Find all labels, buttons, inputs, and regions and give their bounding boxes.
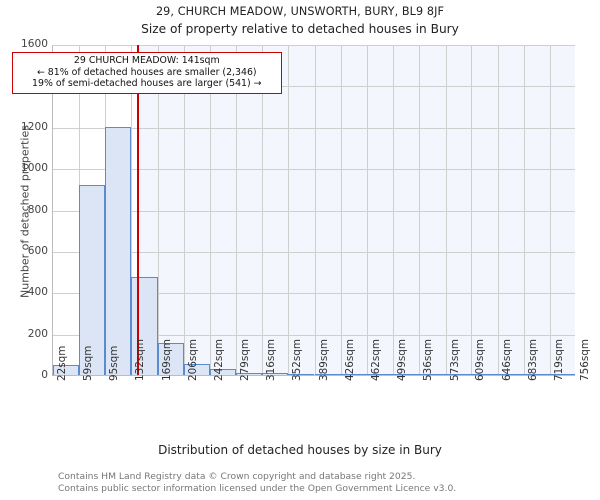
footer-line-1: Contains HM Land Registry data © Crown c…	[58, 471, 416, 482]
gridline-x-389	[314, 45, 316, 375]
y-tick-label-600: 600	[27, 244, 48, 257]
bar-132-169sqm	[131, 276, 158, 375]
gridline-x-462	[366, 45, 368, 375]
bar-169-206sqm	[157, 342, 185, 375]
x-tick-label-609: 609sqm	[474, 339, 487, 381]
x-tick-label-536: 536sqm	[422, 339, 435, 381]
bar-646-683sqm	[497, 373, 524, 375]
x-tick-label-756: 756sqm	[579, 339, 591, 381]
annotation-box: 29 CHURCH MEADOW: 141sqm ← 81% of detach…	[11, 52, 282, 94]
annotation-line-2: ← 81% of detached houses are smaller (2,…	[36, 66, 257, 78]
bar-499-536sqm	[392, 373, 420, 375]
footer-line-2: Contains public sector information licen…	[58, 482, 457, 494]
bar-95-132sqm	[105, 126, 132, 375]
gridline-x-316	[262, 45, 264, 375]
y-tick-label-200: 200	[27, 327, 48, 340]
x-tick-label-573: 573sqm	[448, 339, 461, 381]
y-axis-label: Number of detached properties	[18, 125, 32, 298]
gridline-x-206	[184, 45, 186, 375]
x-tick-label-169: 169sqm	[160, 339, 173, 381]
annotation-line-1: 29 CHURCH MEADOW: 141sqm	[73, 55, 220, 66]
x-tick-label-462: 462sqm	[369, 339, 382, 381]
bar-206-242sqm	[184, 363, 210, 375]
y-tick-label-1000: 1000	[21, 162, 48, 175]
footer-attribution: Contains HM Land Registry data © Crown c…	[58, 471, 456, 494]
bar-536-573sqm	[419, 373, 446, 375]
y-tick-label-1200: 1200	[21, 120, 48, 133]
x-tick-label-683: 683sqm	[526, 339, 539, 381]
plot-area	[52, 45, 575, 376]
bar-59-95sqm	[79, 184, 105, 375]
gridline-x-609	[471, 45, 473, 375]
bar-683-719sqm	[523, 373, 550, 375]
gridline-y-400	[53, 293, 575, 295]
gridline-y-200	[53, 334, 575, 336]
bar-279-316sqm	[236, 372, 263, 375]
property-marker-line	[136, 45, 139, 375]
annotation-line-3: 19% of semi-detached houses are larger (…	[32, 78, 262, 89]
bar-242-279sqm	[209, 369, 237, 375]
gridline-x-573	[445, 45, 447, 375]
x-tick-label-719: 719sqm	[552, 339, 565, 381]
title-block: 29, CHURCH MEADOW, UNSWORTH, BURY, BL9 8…	[0, 4, 600, 38]
x-axis-label: Distribution of detached houses by size …	[158, 443, 442, 457]
x-tick-label-242: 242sqm	[212, 339, 225, 381]
gridline-y-1200	[53, 127, 575, 129]
bar-426-462sqm	[340, 373, 367, 375]
gridline-x-132	[131, 45, 133, 375]
y-tick-label-0: 0	[41, 369, 48, 381]
x-tick-label-646: 646sqm	[500, 339, 513, 381]
bar-389-426sqm	[314, 373, 341, 375]
x-tick-label-279: 279sqm	[239, 339, 252, 381]
gridline-y-1000	[53, 169, 575, 171]
bar-609-646sqm	[471, 373, 498, 375]
gridline-x-279	[236, 45, 238, 375]
gridline-y-800	[53, 210, 575, 212]
gridline-x-499	[392, 45, 394, 375]
gridline-y-1400	[53, 86, 575, 88]
bar-573-609sqm	[445, 373, 472, 375]
gridline-x-169	[157, 45, 159, 375]
gridline-x-426	[340, 45, 342, 375]
gridline-x-352	[288, 45, 290, 375]
x-tick-label-316: 316sqm	[265, 339, 278, 381]
y-tick-label-400: 400	[27, 286, 48, 299]
x-tick-label-132: 132sqm	[134, 339, 147, 381]
bar-352-389sqm	[288, 373, 315, 375]
bar-316-352sqm	[262, 373, 289, 375]
bar-719-756sqm	[549, 373, 575, 375]
x-tick-label-426: 426sqm	[343, 339, 356, 381]
gridline-x-536	[419, 45, 421, 375]
gridline-x-683	[523, 45, 525, 375]
gridline-x-719	[549, 45, 551, 375]
y-tick-label-1600: 1600	[21, 38, 48, 50]
bar-22-59sqm	[53, 364, 80, 375]
x-tick-label-206: 206sqm	[187, 339, 200, 381]
x-tick-label-352: 352sqm	[291, 339, 304, 381]
bar-462-499sqm	[366, 373, 393, 375]
x-tick-label-95: 95sqm	[108, 345, 120, 381]
page-subtitle: Size of property relative to detached ho…	[141, 22, 459, 36]
x-tick-label-499: 499sqm	[395, 339, 408, 381]
x-tick-label-22: 22sqm	[56, 345, 68, 381]
page-title: 29, CHURCH MEADOW, UNSWORTH, BURY, BL9 8…	[155, 5, 445, 18]
gridline-y-600	[53, 251, 575, 253]
x-tick-label-389: 389sqm	[317, 339, 330, 381]
gridline-y-1600	[53, 45, 575, 46]
gridline-x-646	[497, 45, 499, 375]
x-tick-label-59: 59sqm	[82, 345, 95, 381]
gridline-x-242	[209, 45, 211, 375]
y-tick-label-800: 800	[27, 203, 48, 216]
